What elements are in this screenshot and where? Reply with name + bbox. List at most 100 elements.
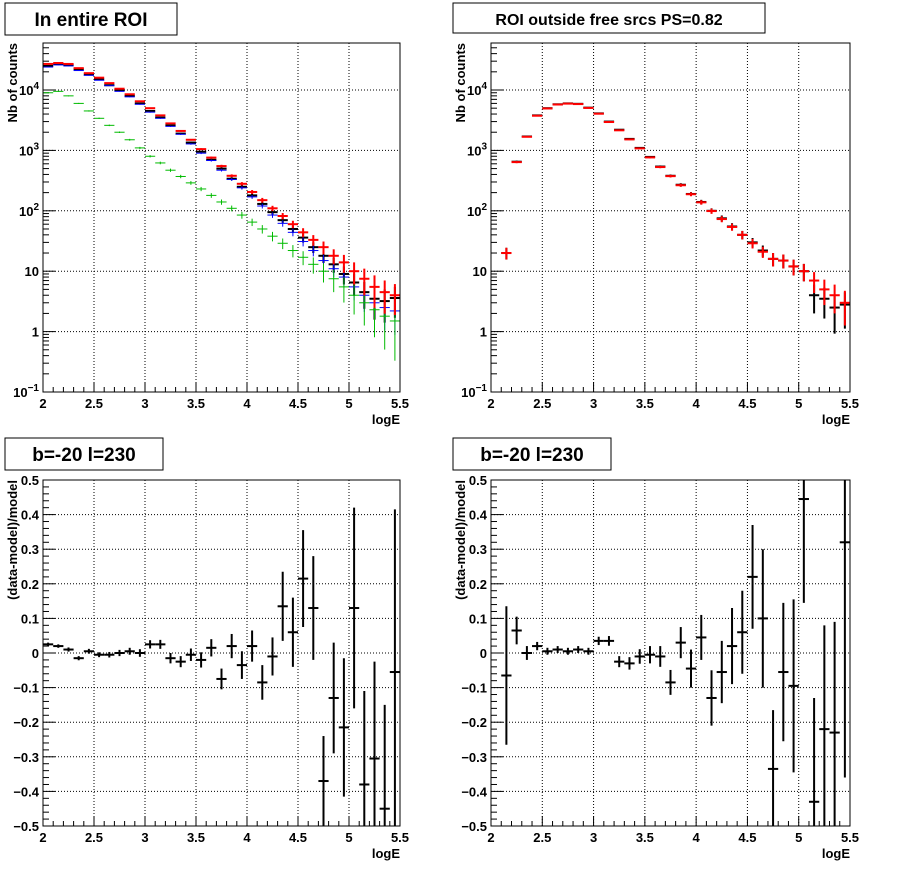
data-point [808,272,820,294]
chart-pad-1: 2 2.5 3 3.5 4 4.5 5 5.5 10−1 1 10 102 103 104 logE Nb o… [4,2,409,427]
data-point [124,96,135,98]
data-point [318,241,329,255]
data-point [308,235,319,246]
data-point [63,647,74,652]
data-point [206,639,217,657]
data-point [43,92,54,94]
data-point [247,194,258,199]
chart-title: In entire ROI [35,10,148,31]
x-tick-label: 5.5 [391,830,409,845]
data-point [226,174,237,178]
x-tick-label: 5.5 [841,830,859,845]
y-tick-label: 0.5 [21,473,39,488]
data-point [767,253,779,267]
data-point [542,647,553,655]
data-point [521,135,533,138]
data-point [308,245,319,257]
data-point [165,122,176,125]
chart-title: ROI outside free srcs PS=0.82 [495,12,722,29]
data-point [747,524,758,629]
data-point [206,156,217,159]
grid [491,480,850,826]
data-point [298,251,309,266]
x-tick-label: 3 [141,830,148,845]
x-tick-label: 2.5 [533,396,551,411]
data-point [277,213,288,220]
data-point [706,670,717,726]
data-point [196,186,207,192]
x-tick-label: 4.5 [738,830,756,845]
data-point [788,259,799,276]
data-point [788,599,799,773]
data-point [726,608,738,685]
x-tick-label: 4 [693,396,701,411]
y-tick-label: 0.5 [469,473,487,488]
data-point [53,61,64,64]
data-point [257,225,268,234]
data-point [562,102,574,105]
data-point [655,646,666,667]
data-point [226,205,237,212]
y-tick-label: 0 [480,646,487,661]
data-point [247,190,258,195]
x-tick-label: 3 [141,396,148,411]
data-point [369,661,380,826]
plot-area [491,480,850,826]
x-axis-title: logE [822,846,850,861]
data-point [216,164,227,168]
data-point [124,138,135,141]
data-point [349,284,360,315]
data-point [43,64,54,67]
data-point [104,124,115,127]
data-point [573,103,584,106]
data-point [359,268,370,296]
data-point [236,182,247,186]
data-point [175,656,186,668]
data-point [328,269,339,293]
data-point [94,76,105,79]
x-tick-label: 2 [487,830,494,845]
data-point [532,114,543,117]
chart-title: b=-20 l=230 [32,445,136,466]
y-tick-label: 102 [19,202,39,219]
data-point [767,710,779,826]
data-point [634,649,645,664]
y-axis-title: (data-model)/model [5,480,20,600]
data-point [819,625,830,826]
x-tick-label: 2 [39,396,46,411]
data-point [338,254,349,273]
data-point [73,656,84,661]
y-axis-title: Nb of counts [5,43,20,122]
y-tick-labels: 10−1 1 10 102 103 104 [461,81,487,400]
data-point [603,636,615,646]
data-point [287,228,298,237]
data-point [277,571,288,641]
y-axis-title: Nb of counts [453,43,468,122]
data-point [155,161,166,165]
data-point [83,110,94,112]
y-tick-labels: −0.5 −0.4 −0.3 −0.2 −0.1 0 0.1 0.2 0.3 0.4 0.5 [461,473,487,834]
grid [43,480,400,826]
data-point [185,181,196,185]
data-point [798,263,809,282]
y-tick-label: 104 [19,81,39,98]
data-point [134,102,145,105]
y-tick-label: 10 [473,264,487,279]
data-point [757,549,768,688]
x-tick-label: 3.5 [636,396,654,411]
data-point [665,669,676,695]
data-point [778,602,789,742]
data-point [298,237,309,247]
y-tick-label: −0.4 [13,784,39,799]
data-point [318,736,329,826]
data-point [104,82,115,85]
x-tick-label: 5 [795,830,802,845]
data-point [216,668,227,690]
title-box [4,437,164,471]
data-point [114,87,125,90]
x-tick-label: 5.5 [841,396,859,411]
x-tick-label: 3.5 [636,830,654,845]
y-tick-label: 10−1 [461,383,487,400]
data-point [624,657,635,670]
y-tick-label: 1 [480,325,487,340]
